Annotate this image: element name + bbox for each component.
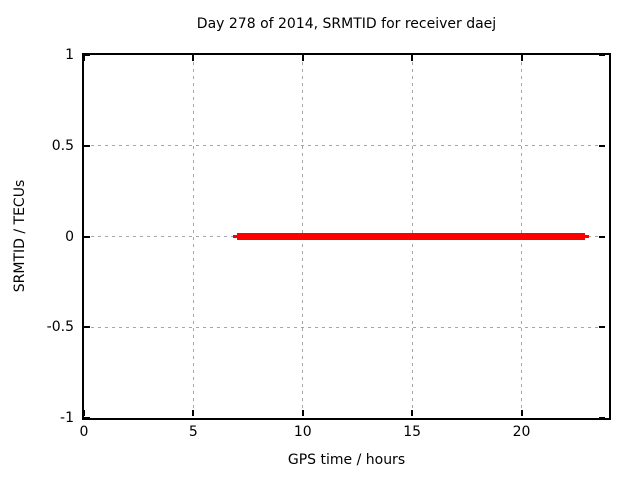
y-tick-label: 1 — [65, 47, 74, 63]
x-tick-mark-top — [83, 55, 85, 61]
x-tick-mark-bottom — [301, 410, 304, 416]
plot-area — [82, 53, 611, 420]
horizontal-gridline — [84, 145, 609, 147]
x-tick-mark-top — [301, 55, 304, 61]
x-tick-label: 20 — [512, 424, 531, 440]
y-tick-mark-right — [599, 144, 605, 147]
y-tick-mark-right — [599, 417, 605, 419]
y-tick-label: 0.5 — [51, 137, 74, 154]
x-tick-label: 0 — [79, 424, 89, 440]
horizontal-gridline — [84, 326, 609, 328]
x-tick-mark-bottom — [192, 410, 195, 416]
chart-title: Day 278 of 2014, SRMTID for receiver dae… — [196, 16, 497, 32]
x-tick-mark-top — [192, 55, 195, 61]
x-tick-label: 15 — [403, 424, 422, 440]
x-axis-label: GPS time / hours — [287, 452, 406, 468]
y-tick-mark-right — [599, 326, 605, 329]
series-line — [237, 233, 585, 240]
y-tick-mark-left — [84, 235, 90, 238]
y-tick-label: -1 — [60, 410, 74, 426]
x-tick-mark-bottom — [83, 410, 85, 416]
x-tick-mark-bottom — [411, 410, 414, 416]
y-tick-label: 0 — [65, 228, 74, 245]
y-tick-mark-left — [84, 144, 90, 147]
y-tick-label: -0.5 — [46, 319, 74, 336]
y-tick-mark-right — [599, 54, 605, 56]
x-tick-mark-top — [411, 55, 414, 61]
x-tick-mark-bottom — [520, 410, 523, 416]
y-tick-mark-left — [84, 417, 90, 419]
series-line-left-cap — [233, 235, 239, 238]
x-tick-label: 10 — [293, 424, 312, 440]
series-line-right-cap — [583, 235, 589, 238]
x-tick-label: 5 — [188, 424, 198, 440]
y-tick-mark-left — [84, 54, 90, 56]
y-tick-mark-left — [84, 326, 90, 329]
x-tick-mark-top — [520, 55, 523, 61]
y-tick-mark-right — [599, 235, 605, 238]
